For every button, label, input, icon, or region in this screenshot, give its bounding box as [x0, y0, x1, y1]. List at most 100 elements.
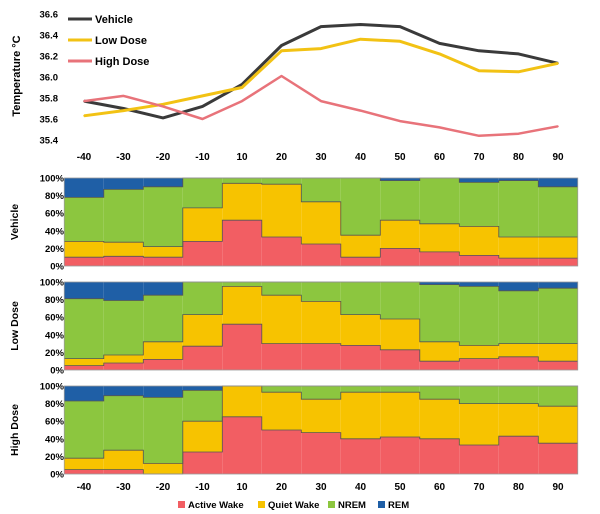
- stack-segment-active-wake: [340, 438, 381, 474]
- stack-segment-active-wake: [419, 251, 460, 266]
- line-point: [201, 118, 204, 120]
- stack-segment-quiet-wake: [143, 246, 183, 258]
- stack-segment-active-wake: [222, 324, 262, 370]
- stack-segment-quiet-wake: [419, 399, 460, 439]
- stack-segment-active-wake: [222, 416, 262, 474]
- stack-segment-quiet-wake: [459, 403, 499, 445]
- panel-ytick-label: 20%: [45, 348, 65, 359]
- stack-segment-quiet-wake: [261, 184, 302, 237]
- line-point: [438, 53, 441, 55]
- stack-segment-active-wake: [143, 257, 183, 266]
- stack-segment-nrem: [538, 386, 578, 407]
- panel-xtick-label: -20: [156, 482, 171, 493]
- stack-segment-nrem: [182, 390, 223, 422]
- line-point: [438, 42, 441, 45]
- line-point: [162, 105, 164, 108]
- stack-segment-active-wake: [64, 365, 104, 370]
- stack-segment-nrem: [419, 284, 460, 342]
- stack-segment-quiet-wake: [64, 241, 104, 258]
- line-point: [320, 100, 322, 102]
- stack-segment-nrem: [380, 282, 420, 319]
- stack-segment-rem: [459, 282, 499, 287]
- stack-segment-active-wake: [498, 258, 539, 266]
- panel-ytick-label: 40%: [45, 434, 65, 445]
- stack-segment-nrem: [538, 288, 578, 344]
- panel-ytick-label: 0%: [50, 262, 64, 273]
- line-point: [438, 126, 441, 129]
- line-chart-ytick-label: 35.4: [40, 136, 59, 147]
- stack-segment-active-wake: [380, 437, 420, 474]
- stack-segment-quiet-wake: [103, 355, 144, 363]
- stack-segment-nrem: [459, 182, 499, 227]
- panel-xtick-label: -40: [77, 482, 92, 493]
- line-point: [122, 109, 125, 112]
- panel-ytick-label: 60%: [45, 209, 65, 220]
- stack-segment-nrem: [380, 180, 420, 221]
- stack-segment-active-wake: [419, 361, 460, 370]
- stack-segment-active-wake: [538, 361, 578, 370]
- line-point: [201, 105, 204, 108]
- stack-segment-quiet-wake: [419, 223, 460, 252]
- stack-segment-quiet-wake: [222, 286, 262, 325]
- stack-segment-active-wake: [261, 343, 302, 370]
- line-point: [320, 47, 322, 50]
- stack-segment-rem: [143, 178, 183, 187]
- panel-xtick-label: 80: [513, 482, 525, 493]
- stack-segment-rem: [538, 282, 578, 289]
- legend-swatch-box: [328, 501, 335, 508]
- line-chart-xtick-label: 70: [473, 152, 485, 163]
- line-chart-xtick-label: 30: [315, 152, 327, 163]
- panel-ytick-label: 80%: [45, 295, 65, 306]
- panel-xtick-label: 70: [473, 482, 485, 493]
- stack-segment-quiet-wake: [419, 341, 460, 362]
- line-point: [320, 25, 322, 28]
- layer-boundary: [64, 219, 578, 259]
- panel-frame: [63, 177, 579, 267]
- stack-segment-rem: [64, 386, 104, 401]
- stack-segment-active-wake: [182, 346, 223, 370]
- stack-segment-active-wake: [380, 248, 420, 266]
- stack-segment-quiet-wake: [340, 392, 381, 439]
- line-point: [241, 86, 243, 89]
- line-point: [280, 44, 283, 47]
- stack-segment-nrem: [301, 386, 341, 400]
- stack-segment-quiet-wake: [301, 201, 341, 244]
- stack-segment-quiet-wake: [498, 237, 539, 259]
- panel-xtick-label: 60: [434, 482, 446, 493]
- layer-boundary: [64, 182, 578, 247]
- legend-item-label: Quiet Wake: [268, 500, 319, 511]
- line-point: [557, 62, 559, 65]
- line-chart-xticks: -40 -30 -20 -10 10 20 30 40 50 60 70 80 90: [77, 152, 564, 163]
- stack-segment-active-wake: [261, 237, 302, 266]
- line-point: [478, 50, 480, 52]
- line-point: [399, 120, 401, 122]
- sleep-stage-panel-vehicle: Vehicle 100% 80% 60% 40% 20% 0%: [9, 174, 579, 273]
- line-point: [122, 95, 125, 97]
- stack-segment-quiet-wake: [301, 301, 341, 344]
- layer-boundary: [64, 385, 578, 464]
- line-point: [162, 117, 164, 119]
- line-chart-xtick-label: 90: [552, 152, 564, 163]
- stack-segment-nrem: [143, 186, 183, 247]
- legend-swatch-box: [178, 501, 185, 508]
- line-chart-xtick-label: -10: [195, 152, 210, 163]
- legend-item-label: REM: [388, 500, 409, 511]
- stack-segment-nrem: [498, 290, 539, 344]
- line-chart-xtick-label: -30: [116, 152, 131, 163]
- stack-segment-rem: [143, 386, 183, 398]
- stack-segment-quiet-wake: [301, 399, 341, 433]
- stack-segment-quiet-wake: [143, 463, 183, 474]
- stack-segment-quiet-wake: [380, 220, 420, 249]
- stack-segment-rem: [182, 386, 223, 391]
- panel-ytick-label: 100%: [40, 278, 65, 289]
- line-chart-ytick-label: 35.8: [40, 94, 59, 105]
- stack-segment-quiet-wake: [182, 421, 223, 452]
- sleep-stage-panel-low-dose: Low Dose 100% 80% 60% 40% 20% 0%: [9, 278, 579, 377]
- panel-ytick-label: 60%: [45, 313, 65, 324]
- line-chart-ytick-label: 35.6: [40, 115, 59, 126]
- line-point: [162, 103, 164, 106]
- line-chart-xtick-label: 80: [513, 152, 525, 163]
- panel-ylabel: Vehicle: [9, 204, 21, 240]
- stack-segment-nrem: [222, 282, 262, 287]
